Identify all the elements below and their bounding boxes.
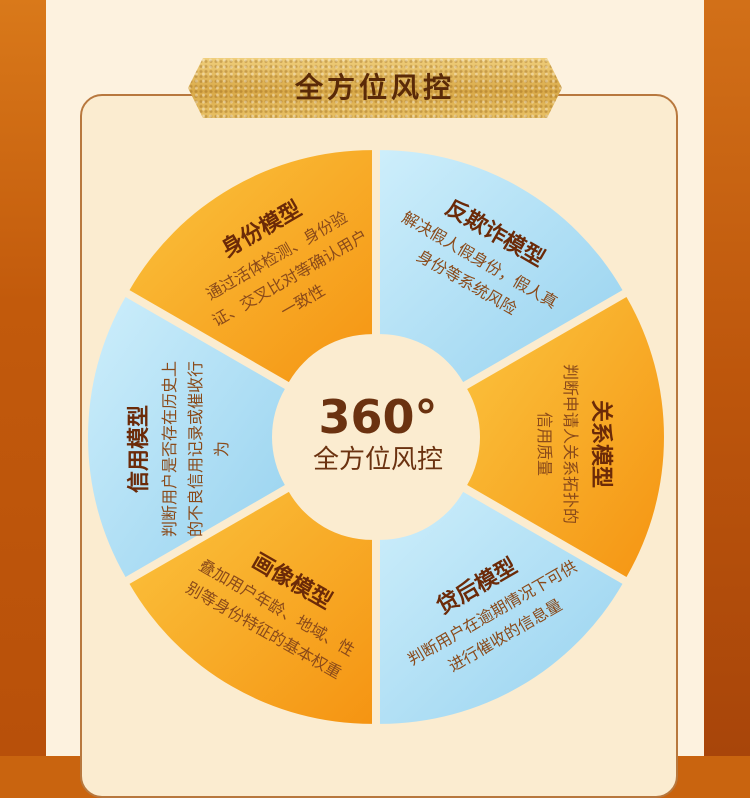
- risk-wheel: [88, 150, 664, 724]
- wheel-segment-post-loan: [380, 491, 623, 724]
- segment-credit-model: 信用模型 判断用户是否存在历史上的不良信用记录或催收行为: [121, 359, 235, 539]
- segment-desc: 判断申请人关系拓扑的信用质量: [535, 363, 580, 524]
- center-circle: [280, 341, 472, 533]
- wheel-segment-identity: [129, 150, 372, 383]
- segment-title: 信用模型: [127, 405, 152, 494]
- segment-title: 关系模型: [588, 399, 613, 488]
- background-left: [0, 0, 46, 756]
- segment-relation-model: 关系模型 判断申请人关系拓扑的信用质量: [531, 359, 619, 529]
- title-banner: [188, 58, 562, 118]
- page-title: 全方位风控: [294, 71, 455, 104]
- background-right: [704, 0, 750, 756]
- wheel-segment-portrait: [129, 491, 372, 724]
- wheel-segment-relation: [467, 297, 664, 577]
- center-number: 360°: [318, 390, 438, 444]
- wheel-segment-credit: [88, 297, 285, 577]
- wheel-segment-antifraud: [380, 150, 623, 383]
- center-subtitle: 全方位风控: [312, 445, 443, 475]
- segment-desc: 判断用户是否存在历史上的不良信用记录或催收行为: [160, 361, 231, 538]
